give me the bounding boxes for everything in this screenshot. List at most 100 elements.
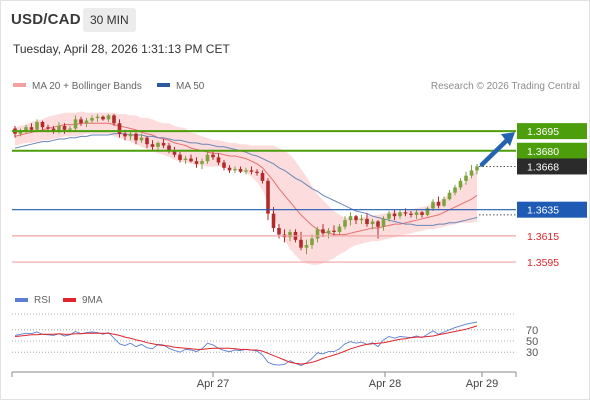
candle [216,153,221,166]
candle [211,150,215,160]
bollinger-band-area [15,111,477,265]
candle-body [304,245,309,248]
candle [18,128,23,137]
candle [354,214,358,225]
chart-datetime: Tuesday, April 28, 2026 1:31:13 PM CET [13,42,230,56]
candle-body [211,154,215,158]
candle-body [227,167,232,171]
candle-body [266,180,270,214]
candle [255,169,259,176]
candle [392,209,397,221]
candle-body [128,133,133,137]
candle-body [238,169,243,172]
candle-body [46,127,50,129]
candle [475,163,479,175]
candle-body [260,173,265,181]
candle-body [299,239,303,248]
candle [84,118,89,128]
legend-ma50-label: MA 50 [176,81,205,92]
candle [271,207,276,232]
candle [359,214,364,225]
candle-body [84,120,89,124]
candle-body [123,133,127,137]
candle [79,116,83,126]
rsi-tick-label: 50 [526,336,538,348]
last-price-label-bg [517,158,587,175]
candle-body [447,192,452,200]
candle-body [431,201,435,209]
candle-body [442,199,446,206]
axis-tick-label: Apr 27 [197,378,229,390]
candle-body [205,154,210,162]
candle [238,166,243,174]
candle-body [354,216,358,221]
pivot-label-bg [517,201,587,218]
rsi-tick-label: 70 [526,325,538,337]
candle [117,119,122,138]
candle-body [40,121,45,128]
candle [387,210,391,222]
candle [150,140,155,151]
candle [299,231,303,251]
candle-body [343,220,347,227]
candle-body [392,213,397,217]
candle [24,124,28,134]
source-credit: Research © 2026 Trading Central [430,81,580,92]
candle-body [200,161,204,164]
candle [370,218,375,230]
resistance-label-bg-1 [517,142,587,159]
candles [13,114,479,255]
candle-body [156,142,160,147]
candle [332,225,336,236]
candle [310,234,314,249]
candle-body [458,180,463,188]
candle [73,115,78,132]
candle [90,115,94,124]
candle [409,210,413,218]
resistance-label-bg-0 [517,123,587,140]
candle [304,239,309,255]
candle-body [73,119,78,129]
candle [398,209,402,219]
ma50-swatch [157,83,170,87]
candle-body [249,170,254,172]
support-label-4: 1.3615 [527,231,559,243]
candle [139,133,144,143]
candle-body [178,154,182,160]
candle-body [62,125,67,130]
candle [40,120,45,130]
candle [381,216,386,231]
candle-body [348,216,353,221]
candle [189,154,193,163]
candle-body [403,212,408,214]
timeframe-badge[interactable]: 30 MIN [83,8,136,32]
candle [172,146,177,158]
candle-body [194,161,199,164]
candle-body [453,187,457,193]
candle-body [101,116,105,120]
candle-body [112,115,116,124]
trend-arrow-head [501,132,515,147]
candle [128,131,133,141]
candle-body [365,218,369,225]
candle-body [332,230,336,232]
candle [464,171,468,185]
candle-body [359,218,364,221]
candle-body [398,212,402,217]
candle-body [139,137,144,141]
candle-body [326,230,331,234]
candle-body [414,212,419,215]
candle [145,136,149,149]
candle [288,229,292,242]
candle [431,199,435,211]
candle-body [183,158,188,160]
candle-body [244,170,248,172]
candle-body [57,125,61,132]
candle [106,114,111,122]
candle-body [464,175,468,181]
trend-arrow-shaft [479,137,510,167]
candle-body [79,119,83,124]
candle [156,141,160,151]
candle [447,190,452,201]
